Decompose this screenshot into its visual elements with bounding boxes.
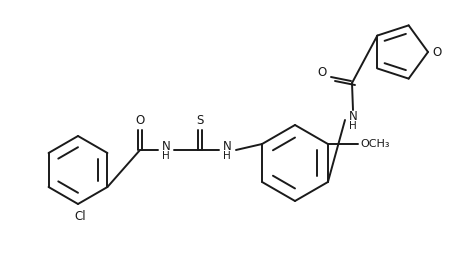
Text: H: H [223,151,231,161]
Text: OCH₃: OCH₃ [360,139,390,149]
Text: O: O [432,45,442,58]
Text: O: O [318,66,327,79]
Text: N: N [349,110,357,122]
Text: S: S [196,115,204,128]
Text: O: O [135,115,145,128]
Text: H: H [162,151,170,161]
Text: H: H [349,121,357,131]
Text: N: N [162,139,170,152]
Text: Cl: Cl [74,210,86,222]
Text: N: N [222,139,231,152]
